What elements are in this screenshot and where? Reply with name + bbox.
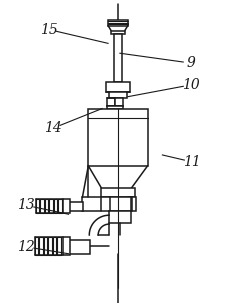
Bar — [45, 199, 48, 213]
Bar — [106, 82, 130, 92]
Bar — [109, 197, 131, 211]
Bar — [109, 92, 127, 98]
Bar — [40, 199, 44, 213]
Bar — [115, 98, 123, 106]
Bar — [111, 30, 125, 34]
Bar — [48, 237, 52, 255]
Text: 14: 14 — [44, 121, 62, 135]
Bar — [36, 199, 39, 213]
Bar — [58, 199, 62, 213]
Bar — [44, 237, 47, 255]
Text: 15: 15 — [40, 23, 58, 37]
Bar — [114, 34, 122, 82]
Bar — [88, 109, 148, 166]
Text: 11: 11 — [183, 155, 201, 169]
Bar — [53, 237, 56, 255]
Bar — [63, 199, 69, 213]
Bar — [107, 98, 115, 106]
Text: 13: 13 — [17, 198, 35, 212]
Bar — [128, 197, 136, 211]
Bar — [108, 20, 128, 26]
Bar — [49, 199, 53, 213]
Bar — [63, 237, 69, 255]
Text: 10: 10 — [182, 78, 200, 92]
Bar — [57, 237, 61, 255]
Bar — [35, 237, 38, 255]
Bar — [107, 106, 123, 109]
Text: 12: 12 — [17, 240, 35, 254]
Bar — [54, 199, 57, 213]
Bar — [69, 240, 90, 254]
Bar — [101, 188, 135, 197]
Text: 9: 9 — [187, 56, 195, 70]
Bar — [109, 211, 131, 223]
Bar — [69, 203, 83, 211]
Bar — [82, 197, 110, 211]
Bar — [39, 237, 43, 255]
